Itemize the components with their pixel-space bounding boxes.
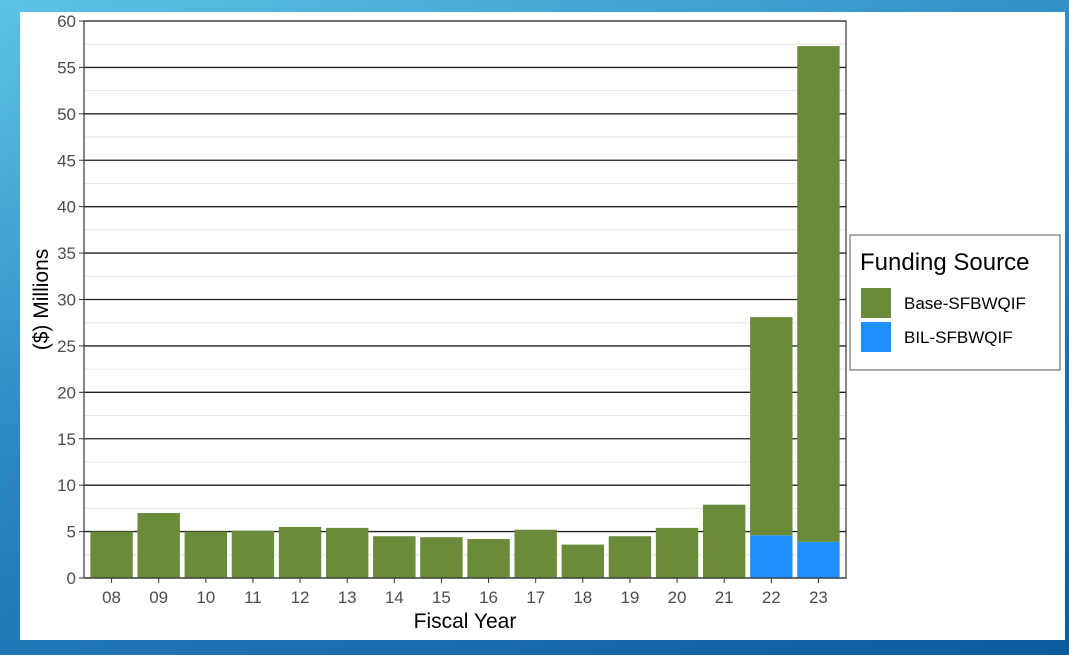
- bar-base-sfbwqif-22: [750, 317, 792, 535]
- bar-base-sfbwqif-09: [137, 513, 179, 578]
- y-tick-label: 45: [57, 151, 76, 170]
- bar-base-sfbwqif-12: [279, 527, 321, 578]
- x-tick-label: 21: [715, 588, 734, 607]
- x-tick-label: 16: [479, 588, 498, 607]
- chart-panel: 0 5 10 15 20 25 30 35 40 45 50 55 60 08 09 10 11 12 13 14 1…: [20, 12, 1065, 640]
- x-tick-label: 20: [668, 588, 687, 607]
- x-tick-label: 12: [291, 588, 310, 607]
- bar-chart: 0 5 10 15 20 25 30 35 40 45 50 55 60 08 09 10 11 12 13 14 1…: [20, 12, 1065, 640]
- x-tick-label: 09: [149, 588, 168, 607]
- legend: Funding Source Base-SFBWQIF BIL-SFBWQIF: [850, 235, 1060, 370]
- x-tick-label: 14: [385, 588, 404, 607]
- y-tick-label: 0: [67, 569, 76, 588]
- y-tick-label: 15: [57, 430, 76, 449]
- x-tick-label: 22: [762, 588, 781, 607]
- bar-base-sfbwqif-16: [467, 539, 509, 578]
- bar-base-sfbwqif-23: [797, 46, 839, 542]
- bar-base-sfbwqif-17: [514, 530, 556, 578]
- bar-base-sfbwqif-20: [656, 528, 698, 578]
- x-tick-label: 23: [809, 588, 828, 607]
- bar-base-sfbwqif-08: [90, 532, 132, 578]
- y-tick-label: 20: [57, 383, 76, 402]
- x-tick-label: 08: [102, 588, 121, 607]
- x-tick-label: 10: [196, 588, 215, 607]
- y-tick-label: 60: [57, 12, 76, 31]
- legend-label-bil: BIL-SFBWQIF: [904, 328, 1013, 347]
- y-tick-label: 50: [57, 105, 76, 124]
- bar-base-sfbwqif-11: [232, 531, 274, 578]
- y-tick-label: 35: [57, 244, 76, 263]
- bar-base-sfbwqif-13: [326, 528, 368, 578]
- y-axis-label: ($) Millions: [30, 249, 53, 351]
- x-tick-label: 18: [573, 588, 592, 607]
- legend-label-base: Base-SFBWQIF: [904, 294, 1026, 313]
- x-tick-label: 15: [432, 588, 451, 607]
- y-tick-label: 5: [67, 523, 76, 542]
- bar-base-sfbwqif-14: [373, 536, 415, 578]
- bar-bil-sfbwqif-23: [797, 542, 839, 578]
- legend-swatch-bil: [861, 322, 891, 352]
- y-tick-label: 25: [57, 337, 76, 356]
- x-tick-label: 17: [526, 588, 545, 607]
- x-tick-label: 19: [620, 588, 639, 607]
- y-tick-label: 30: [57, 291, 76, 310]
- y-tick-label: 10: [57, 476, 76, 495]
- legend-title: Funding Source: [860, 249, 1029, 276]
- bar-bil-sfbwqif-22: [750, 535, 792, 578]
- y-tick-label: 40: [57, 198, 76, 217]
- legend-swatch-base: [861, 288, 891, 318]
- x-tick-label: 13: [338, 588, 357, 607]
- bar-base-sfbwqif-21: [703, 505, 745, 578]
- x-axis-label: Fiscal Year: [414, 610, 517, 633]
- bar-base-sfbwqif-18: [562, 545, 604, 578]
- bar-base-sfbwqif-10: [185, 532, 227, 578]
- bar-base-sfbwqif-19: [609, 536, 651, 578]
- bar-base-sfbwqif-15: [420, 537, 462, 578]
- y-tick-label: 55: [57, 58, 76, 77]
- x-tick-label: 11: [244, 588, 262, 607]
